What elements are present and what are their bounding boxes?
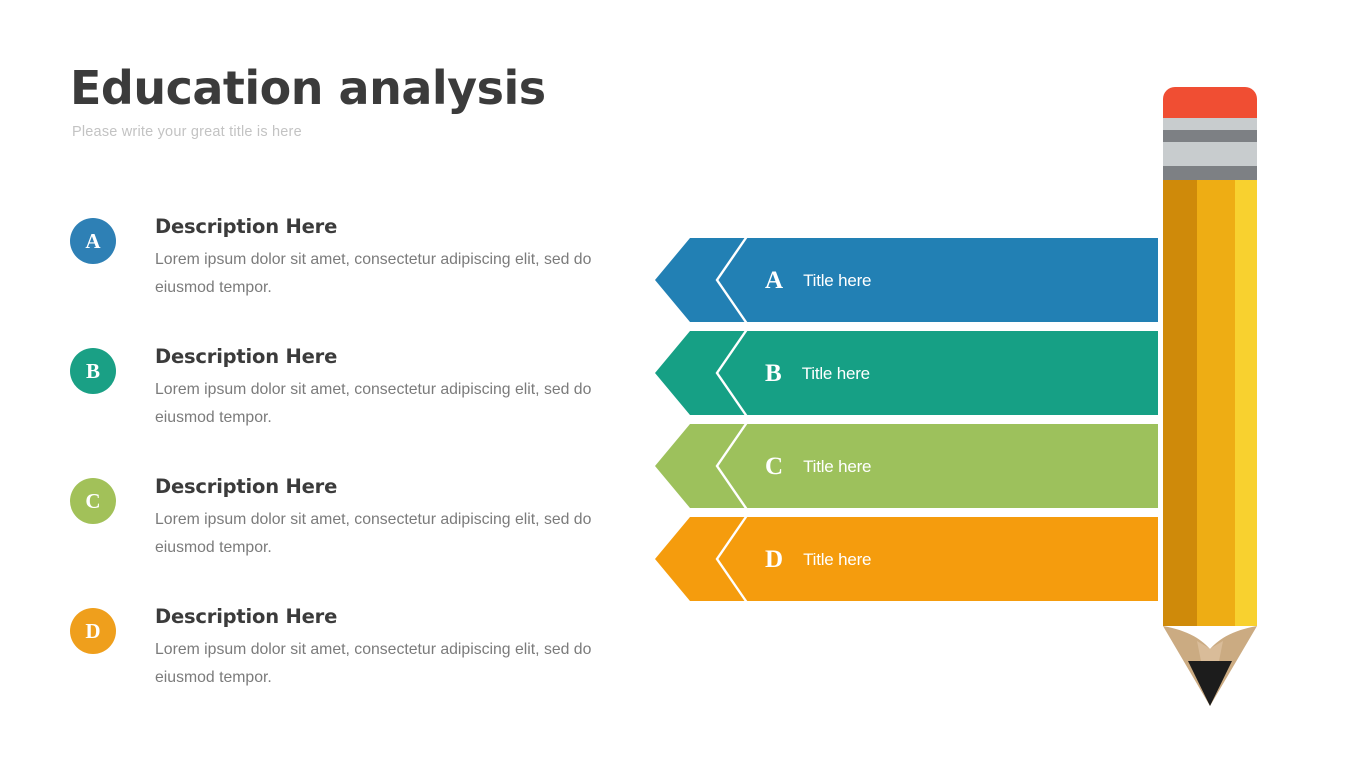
badge-b: B bbox=[70, 348, 116, 394]
list-item[interactable]: A Description Here Lorem ipsum dolor sit… bbox=[70, 215, 630, 345]
slide-header: Education analysis Please write your gre… bbox=[70, 61, 770, 140]
list-item[interactable]: D Description Here Lorem ipsum dolor sit… bbox=[70, 605, 630, 735]
pencil-icon bbox=[1155, 85, 1265, 710]
banner-shape-b bbox=[655, 324, 1158, 422]
list-item-text: Lorem ipsum dolor sit amet, consectetur … bbox=[155, 511, 592, 557]
badge-c: C bbox=[70, 478, 116, 524]
list-item-text: Lorem ipsum dolor sit amet, consectetur … bbox=[155, 381, 592, 427]
banner-a[interactable]: A Title here bbox=[655, 231, 1158, 329]
list-item-body: Description Here Lorem ipsum dolor sit a… bbox=[155, 215, 625, 302]
list-item[interactable]: B Description Here Lorem ipsum dolor sit… bbox=[70, 345, 630, 475]
description-list: A Description Here Lorem ipsum dolor sit… bbox=[70, 215, 630, 735]
banner-d[interactable]: D Title here bbox=[655, 510, 1158, 608]
badge-a: A bbox=[70, 218, 116, 264]
badge-letter: C bbox=[85, 488, 101, 513]
list-item-body: Description Here Lorem ipsum dolor sit a… bbox=[155, 605, 625, 692]
page-title: Education analysis bbox=[70, 61, 546, 115]
banner-b[interactable]: B Title here bbox=[655, 324, 1158, 422]
list-item-title: Description Here bbox=[155, 475, 338, 498]
banner-c[interactable]: C Title here bbox=[655, 417, 1158, 515]
list-item-text: Lorem ipsum dolor sit amet, consectetur … bbox=[155, 251, 592, 297]
list-item-text: Lorem ipsum dolor sit amet, consectetur … bbox=[155, 641, 592, 687]
list-item-body: Description Here Lorem ipsum dolor sit a… bbox=[155, 345, 625, 432]
pencil-illustration bbox=[1163, 87, 1257, 706]
badge-letter: D bbox=[85, 618, 101, 643]
badge-letter: B bbox=[85, 358, 100, 383]
banner-shape-a bbox=[655, 231, 1158, 329]
badge-letter: A bbox=[85, 228, 101, 253]
list-item-title: Description Here bbox=[155, 345, 338, 368]
badge-d: D bbox=[70, 608, 116, 654]
list-item-body: Description Here Lorem ipsum dolor sit a… bbox=[155, 475, 625, 562]
list-item[interactable]: C Description Here Lorem ipsum dolor sit… bbox=[70, 475, 630, 605]
banner-group: A Title here B Title here C Title here bbox=[655, 231, 1165, 613]
list-item-title: Description Here bbox=[155, 215, 338, 238]
banner-shape-c bbox=[655, 417, 1158, 515]
list-item-title: Description Here bbox=[155, 605, 338, 628]
banner-shape-d bbox=[655, 510, 1158, 608]
page-subtitle: Please write your great title is here bbox=[72, 123, 302, 140]
